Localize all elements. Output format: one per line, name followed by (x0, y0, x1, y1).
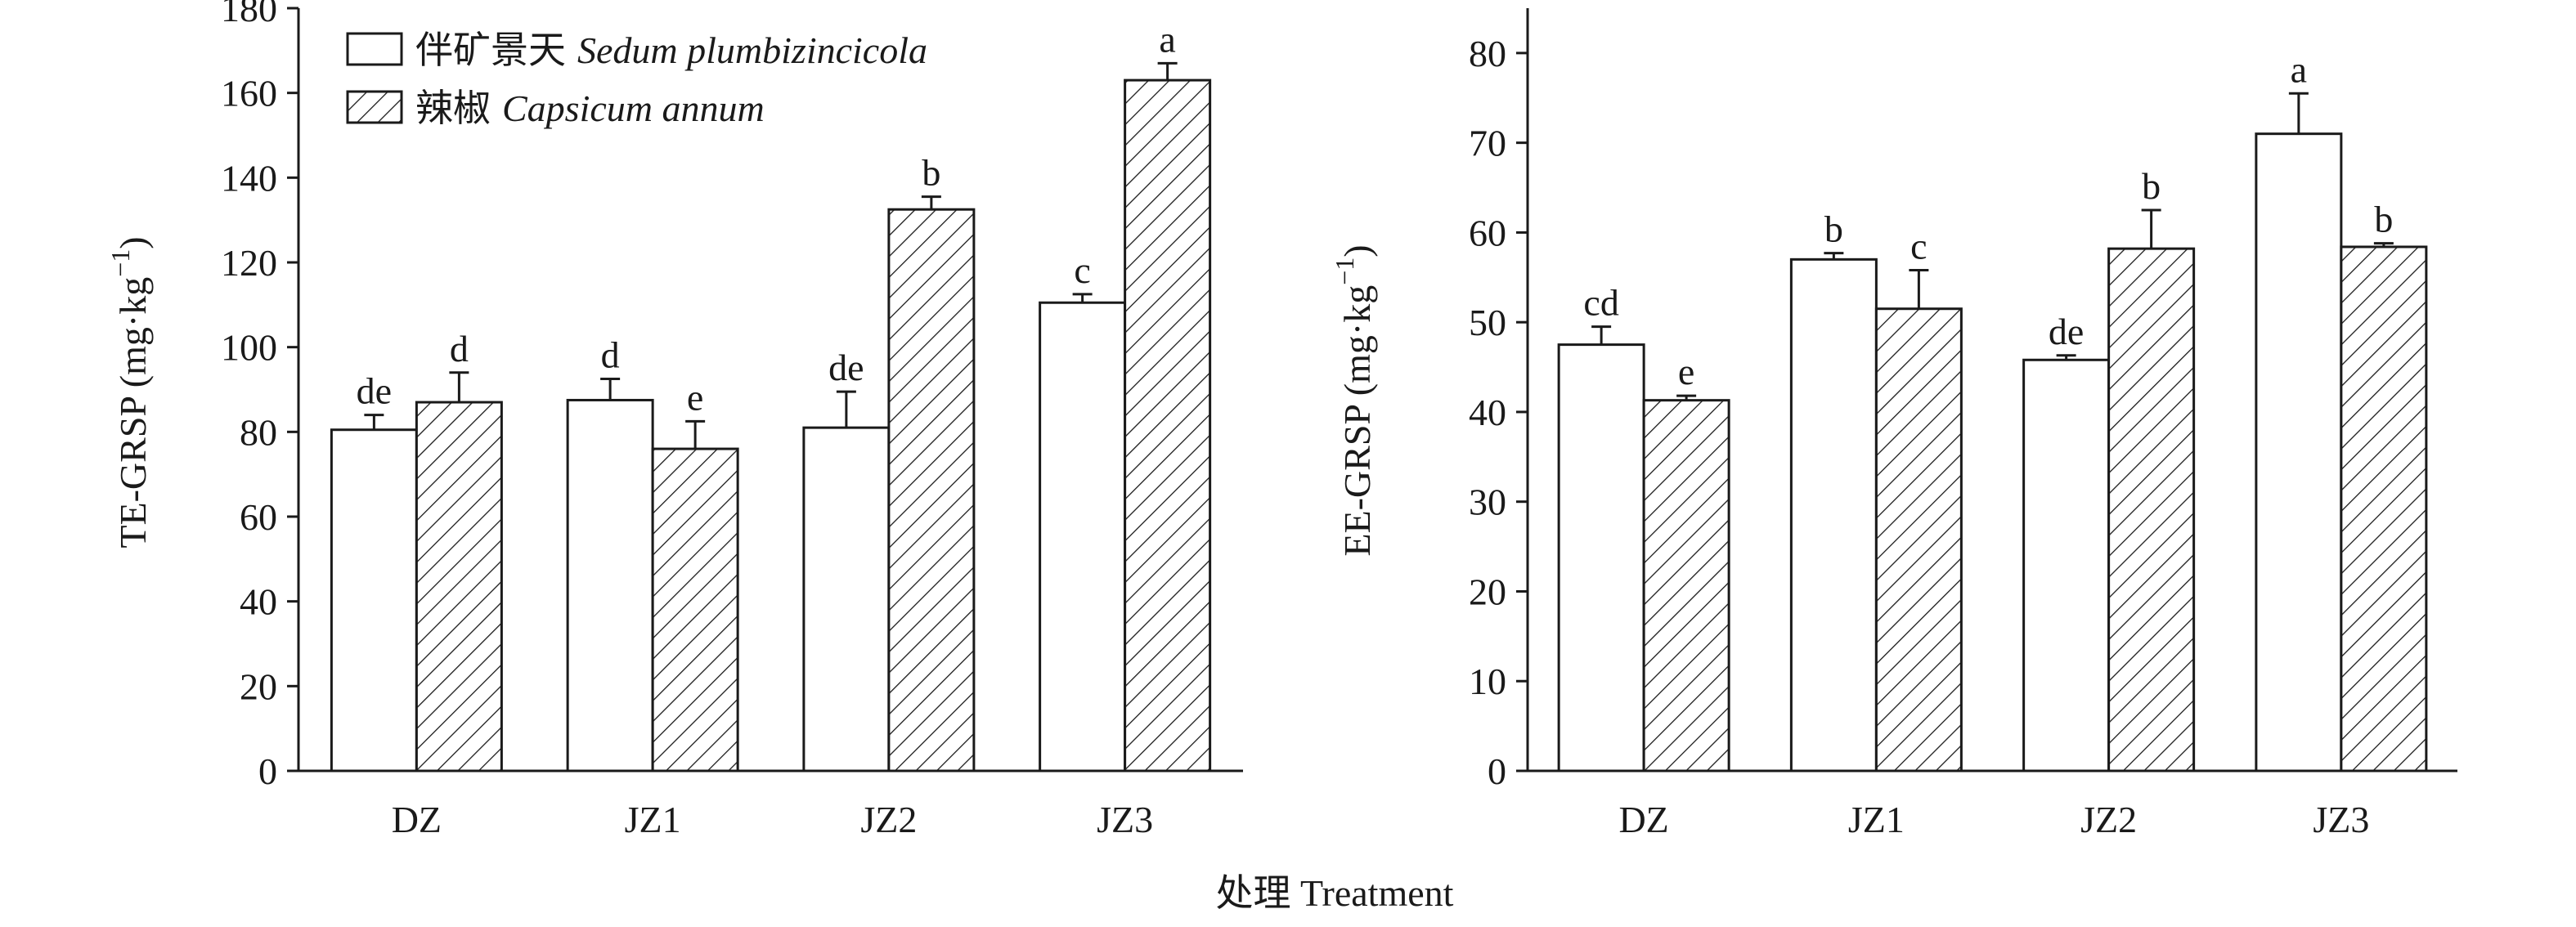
x-axis-title: 处理 Treatment (1216, 872, 1454, 914)
x-category-label: JZ1 (1848, 799, 1905, 840)
x-category-label: DZ (1618, 799, 1668, 840)
y-tick-label: 180 (221, 0, 277, 29)
legend: 伴矿景天 Sedum plumbizincicola 辣椒 Capsicum ann… (346, 29, 927, 129)
significance-letter: cd (1583, 282, 1618, 324)
y-tick-label: 160 (221, 73, 277, 114)
y-tick-label: 30 (1469, 481, 1506, 523)
y-tick-label: 80 (240, 411, 277, 453)
bar (2255, 132, 2343, 772)
significance-letter: b (2142, 165, 2161, 207)
y-tick-label: 20 (240, 665, 277, 707)
y-tick-label: 80 (1469, 33, 1506, 74)
bar (415, 401, 503, 772)
significance-letter: b (1824, 208, 1843, 250)
y-tick-label: 100 (221, 327, 277, 369)
legend-label-sedum: 伴矿景天 Sedum plumbizincicola (415, 29, 927, 71)
y-tick-label: 20 (1469, 571, 1506, 612)
y-tick-label: 70 (1469, 123, 1506, 164)
legend-item-sedum: 伴矿景天 Sedum plumbizincicola (346, 29, 927, 71)
bar (2107, 247, 2196, 772)
x-category-label: JZ3 (2313, 799, 2369, 840)
significance-letter: de (2049, 311, 2084, 352)
bar (2340, 245, 2428, 772)
significance-letter: c (1074, 249, 1090, 291)
significance-letter: e (1678, 351, 1694, 392)
legend-swatch-hatched (346, 90, 403, 124)
bar (1039, 301, 1127, 772)
significance-letter: b (2374, 199, 2393, 240)
legend-item-capsicum: 辣椒 Capsicum annum (346, 87, 765, 129)
significance-letter: d (601, 334, 620, 376)
significance-letter: de (828, 347, 864, 388)
significance-letter: c (1910, 226, 1927, 267)
legend-sci-capsicum: Capsicum annum (502, 87, 765, 129)
significance-letter: a (2291, 48, 2307, 90)
y-axis-title: TE-GRSP (mg·kg−1) (105, 236, 154, 548)
bar (1874, 307, 1963, 772)
bar (887, 208, 976, 772)
bar (1789, 258, 1878, 772)
significance-letter: d (450, 328, 469, 369)
bar (566, 398, 654, 772)
x-category-label: JZ3 (1097, 799, 1153, 840)
y-tick-label: 40 (1469, 392, 1506, 433)
x-category-label: JZ2 (2080, 799, 2137, 840)
y-tick-label: 60 (1469, 212, 1506, 253)
legend-sci-sedum: Sedum plumbizincicola (577, 29, 927, 71)
x-category-label: JZ1 (625, 799, 681, 840)
y-tick-label: 140 (221, 157, 277, 199)
legend-cn-sedum: 伴矿景天 (415, 29, 566, 71)
y-tick-label: 120 (221, 242, 277, 284)
te-grsp-chart: 0 20 40 60 80 100 120 140 160 180 TE-GRSP (mg·kg−1… (105, 0, 1243, 840)
legend-swatch-open (346, 32, 403, 66)
y-tick-label: 40 (240, 581, 277, 623)
bar (330, 428, 418, 772)
bar (2022, 358, 2111, 772)
significance-letter: a (1159, 18, 1175, 60)
legend-cn-capsicum: 辣椒 (415, 87, 491, 129)
bar (1124, 78, 1212, 772)
y-tick-label: 0 (1488, 750, 1506, 792)
significance-letter: e (687, 376, 703, 418)
y-tick-label: 0 (258, 750, 277, 792)
legend-label-capsicum: 辣椒 Capsicum annum (415, 87, 765, 129)
x-category-label: DZ (392, 799, 442, 840)
y-tick-label: 50 (1469, 302, 1506, 343)
significance-letter: de (357, 370, 392, 412)
y-tick-label: 60 (240, 496, 277, 538)
bar (1642, 399, 1730, 772)
bar (651, 447, 739, 772)
significance-letter: b (922, 152, 940, 194)
y-axis-title: EE-GRSP (mg·kg−1) (1330, 244, 1378, 556)
y-tick-label: 10 (1469, 661, 1506, 702)
x-category-label: JZ2 (860, 799, 917, 840)
bar (802, 426, 891, 772)
bar (1557, 343, 1645, 772)
